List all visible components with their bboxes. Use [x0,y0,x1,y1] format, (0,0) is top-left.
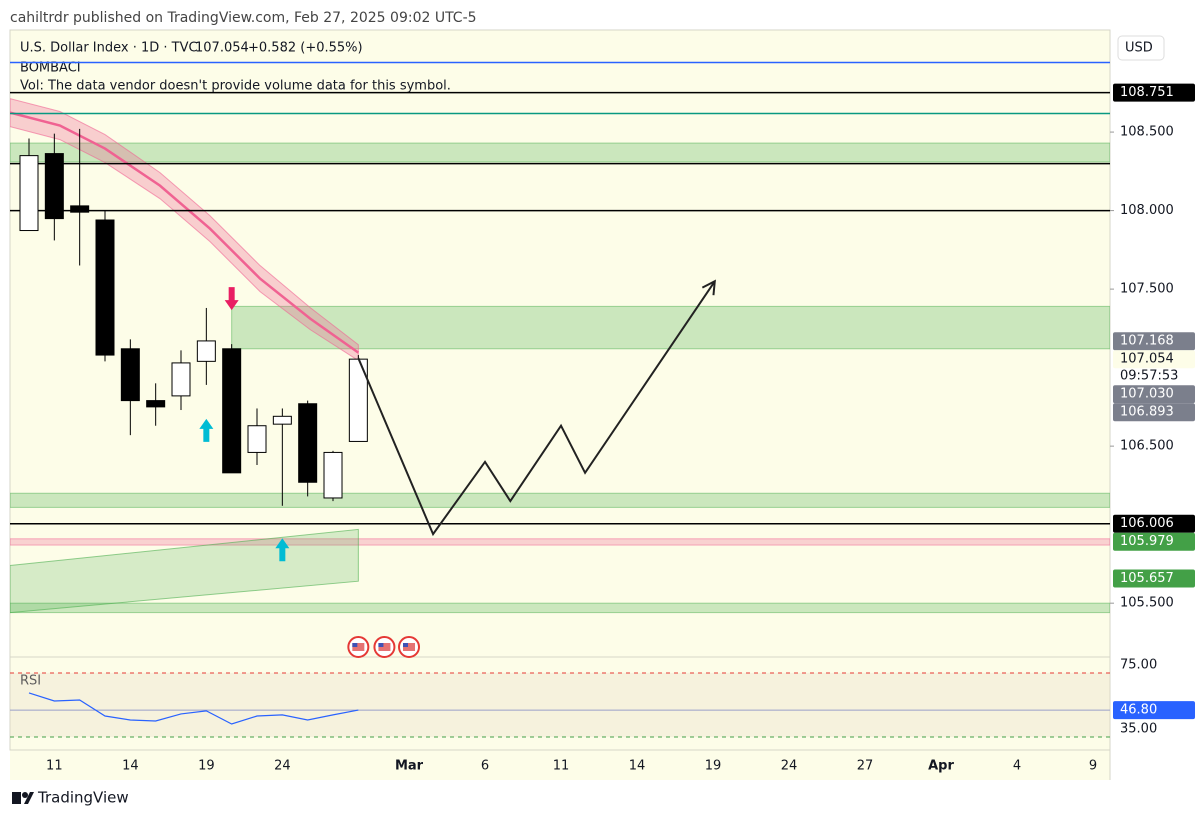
x-tick-label: Mar [395,759,424,774]
price-tag-label: 105.979 [1120,534,1174,549]
x-tick-label: 24 [781,759,798,774]
price-tag-label: 107.030 [1120,387,1174,402]
indicator-name: BOMBACI [20,61,81,76]
price-tag [1113,569,1195,588]
candle-body [44,153,64,220]
volume-note: Vol: The data vendor doesn't provide vol… [20,79,451,94]
x-tick-label: 4 [1013,759,1021,774]
zone [231,305,1110,350]
x-tick-label: 9 [1089,759,1097,774]
signal-arrow [275,538,290,562]
price-tag [1113,385,1195,404]
brand: TradingView [37,789,129,807]
x-tick-label: 6 [481,759,489,774]
candle-body [196,340,216,362]
candle-body [298,403,318,483]
price-tag-label: 108.751 [1120,85,1174,100]
zone [10,142,1110,163]
x-tick-label: 14 [629,759,646,774]
plot [10,61,1110,614]
price-tag [1113,332,1195,351]
rsi-tag-label: 46.80 [1120,703,1157,718]
plot-bg [10,30,1110,780]
symbol: U.S. Dollar Index · 1D · TVC [20,41,198,56]
x-tick-label: 11 [553,759,570,774]
zone [10,538,1110,546]
zone [10,492,1110,508]
event-flag [352,643,365,651]
rsi-band [10,672,1110,737]
last-price: 107.054 [195,41,249,56]
signal-arrow [199,418,214,442]
currency-box[interactable] [1117,35,1165,61]
countdown: 09:57:53 [1120,369,1178,384]
channel [10,528,359,614]
price-tag [1113,514,1195,533]
candle-body [70,205,90,213]
rsi-tick-label: 35.00 [1120,721,1157,736]
price-tag [1113,350,1195,369]
candle-body [95,219,115,356]
price-tag [1113,403,1195,422]
x-tick-label: 19 [705,759,722,774]
price-tag-label: 107.168 [1120,334,1174,349]
y-tick-label: 107.500 [1120,282,1174,297]
event-flag-canton [352,643,358,647]
y-tick-label: 105.500 [1120,596,1174,611]
price-tag [1113,532,1195,551]
change: +0.582 (+0.55%) [248,41,363,56]
candle-body [247,425,267,453]
currency: USD [1125,41,1153,56]
candle-body [120,348,140,402]
candle-body [19,155,39,232]
projection [357,280,716,537]
rsi-title: RSI [20,674,41,689]
signal-arrow [224,287,239,311]
event-flag [403,643,416,651]
price-tag-label: 106.006 [1120,516,1174,531]
price-tag-label: 107.054 [1120,352,1174,367]
price-tag-label: 106.893 [1120,405,1174,420]
candle-body [323,451,343,499]
ribbon-mid [10,111,360,354]
candle-body [222,348,242,474]
candle-body [146,400,166,408]
candle-body [171,362,191,397]
y-tick-label: 108.000 [1120,203,1174,218]
price-tag-label: 105.657 [1120,571,1174,586]
publisher: cahiltrdr published on TradingView.com, … [10,10,477,26]
candle-body [272,415,292,425]
logo [12,792,34,804]
rsi-line [28,692,359,725]
arrow-head [701,279,716,296]
x-tick-label: 19 [198,759,215,774]
price-tag [1113,83,1195,102]
y-tick-label: 106.500 [1120,439,1174,454]
x-tick-label: 14 [122,759,139,774]
x-tick-label: Apr [928,759,954,774]
rsi-tag [1113,701,1195,720]
event-flag-canton [403,643,409,647]
event-flag-canton [378,643,384,647]
x-tick-label: 27 [857,759,874,774]
y-tick-label: 108.500 [1120,125,1174,140]
zone [10,602,1110,614]
event-flag [378,643,391,651]
x-tick-label: 24 [274,759,291,774]
rsi-tick-label: 75.00 [1120,657,1157,672]
x-tick-label: 11 [46,759,63,774]
